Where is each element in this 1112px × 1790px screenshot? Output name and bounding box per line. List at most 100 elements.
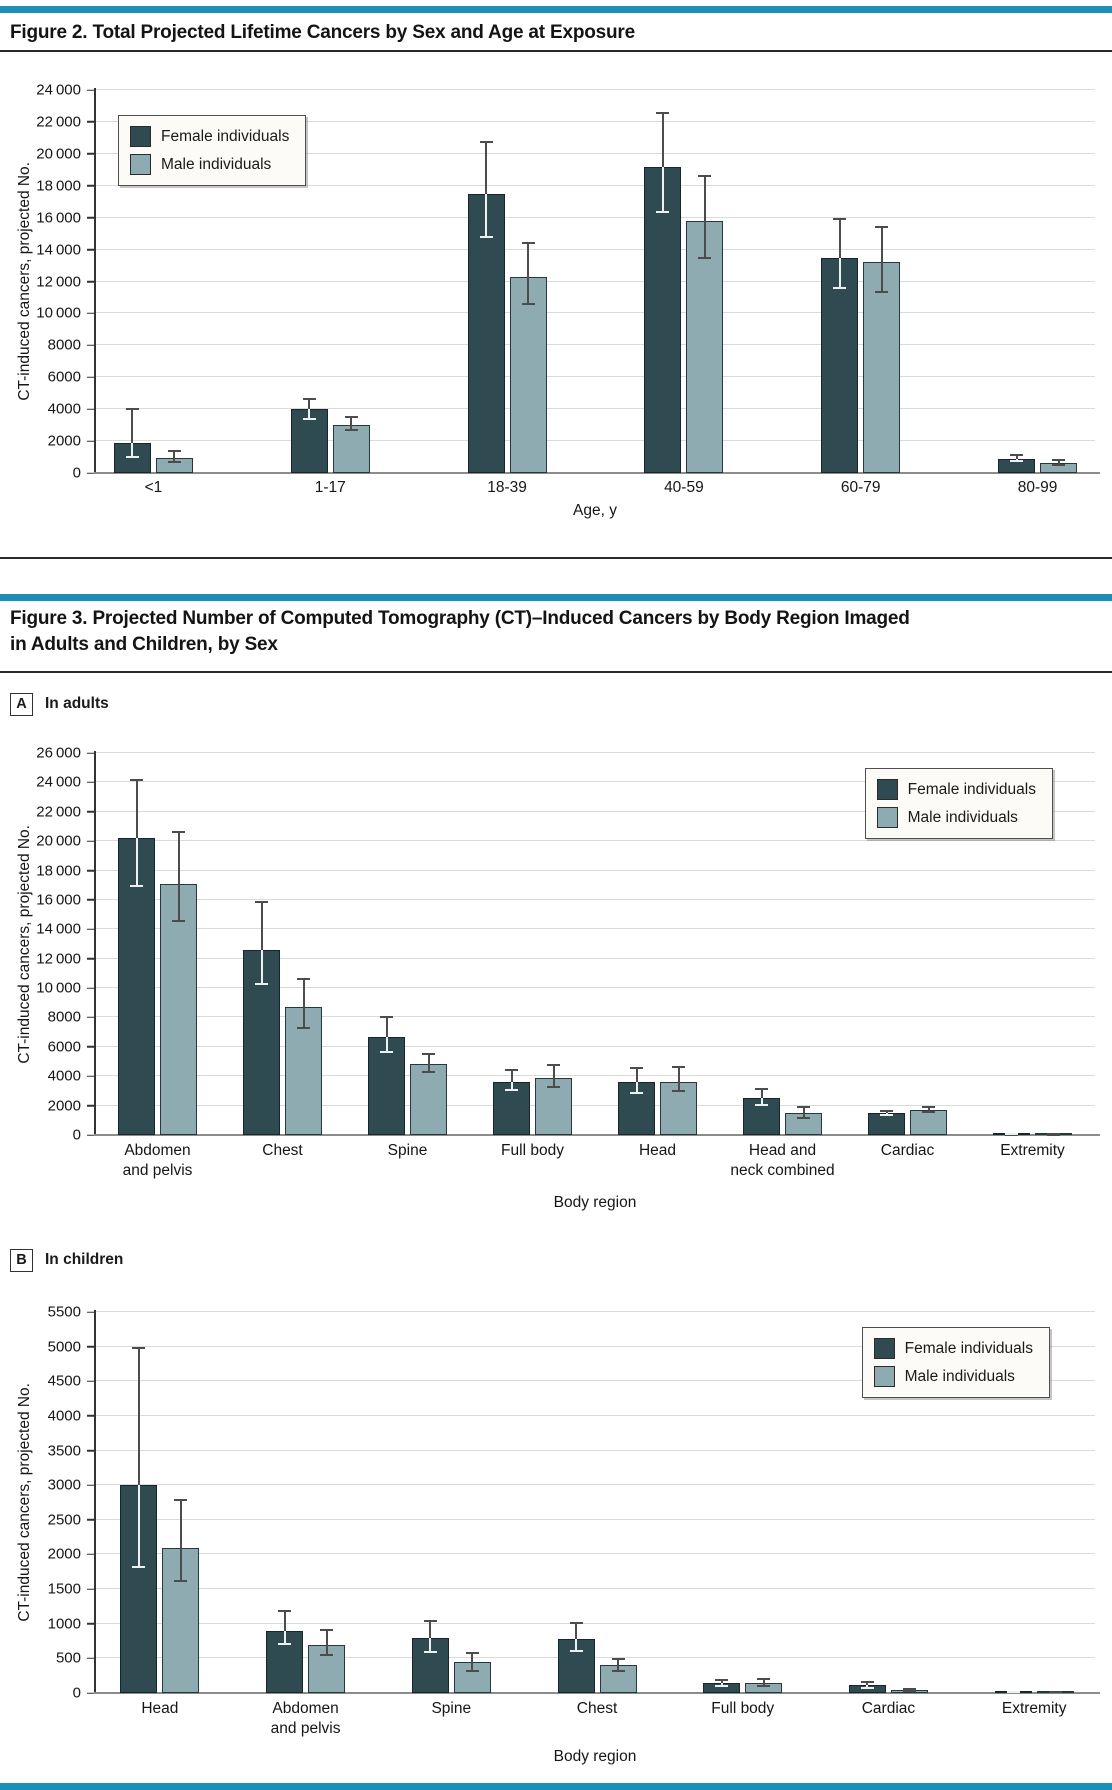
bar-group [233, 1312, 379, 1693]
gridline [95, 1380, 1095, 1382]
y-tick-mark [87, 440, 95, 442]
error-bar-cap-top [1052, 458, 1066, 461]
error-bar-cap-top [302, 398, 316, 400]
bar-group [220, 753, 345, 1135]
error-bar-cap-bottom [1005, 1132, 1018, 1135]
error-bar-cap-bottom [174, 1580, 188, 1583]
male-bar [160, 883, 197, 1135]
error-bar-cap-bottom [255, 983, 268, 986]
x-axis-line [94, 472, 1100, 474]
error-bar-cap-bottom [423, 1650, 437, 1653]
plot-area: 0 2000 4000 6000 8000 10 000 12 000 14 000 16 00… [36, 746, 1100, 1143]
error-bar-upper [838, 217, 841, 258]
legend-label-female: Female individuals [907, 780, 1036, 798]
y-tick-label: 4000 [47, 400, 81, 418]
female-bar [821, 257, 859, 473]
y-tick-mark [87, 899, 95, 901]
y-tick-label: 8000 [47, 336, 81, 354]
female-barwrap [821, 90, 859, 473]
y-tick-label: 5000 [47, 1338, 81, 1356]
y-tick-mark [87, 89, 95, 91]
error-bar-cap-top [125, 408, 139, 411]
error-bar-lower [177, 883, 180, 922]
error-bar-cap-bottom [320, 1654, 334, 1657]
error-bar-lower [720, 1682, 723, 1687]
male-barwrap [686, 90, 724, 473]
y-axis-title-wrap: CT-induced cancers, projected No. [12, 1312, 38, 1693]
y-tick-mark [87, 869, 95, 872]
error-bar-lower [866, 1684, 869, 1689]
bar-group [242, 90, 419, 473]
error-bar-cap-bottom [130, 884, 143, 887]
y-tick-mark [87, 121, 95, 123]
legend-swatch-female [873, 1338, 895, 1359]
y-tick-mark [87, 344, 95, 347]
error-bar-cap-top [344, 415, 358, 418]
error-bar-upper [179, 1499, 182, 1548]
legend-label-male: Male individuals [904, 1367, 1015, 1385]
x-category-label: Full body [501, 1142, 564, 1159]
y-tick-label: 12 000 [36, 273, 81, 290]
gridline [95, 1553, 1095, 1555]
y-tick-label: 10 000 [36, 979, 81, 997]
error-bar-upper [471, 1652, 474, 1662]
y-tick-label: 26 000 [36, 744, 81, 762]
error-bar-lower [137, 1485, 140, 1569]
gridline [95, 312, 1095, 314]
y-tick-mark [87, 1553, 95, 1556]
error-bar-cap-top [1010, 453, 1024, 456]
x-category-label: <1 [144, 479, 163, 496]
legend-row: Female individuals [876, 779, 1036, 800]
x-category-label: Spine [387, 1142, 428, 1159]
gridline [95, 344, 1095, 346]
gridline [95, 928, 1095, 930]
y-tick-mark [87, 811, 95, 813]
bar-group [595, 753, 720, 1135]
male-barwrap [863, 90, 901, 473]
y-tick-mark [87, 472, 95, 474]
error-bar-upper [302, 977, 305, 1008]
error-bar-cap-top [698, 174, 712, 177]
gridline [95, 781, 1095, 783]
error-bar-cap-bottom [521, 303, 535, 306]
y-tick-label: 18 000 [36, 177, 81, 195]
gridline [95, 408, 1095, 410]
female-bar [368, 1036, 405, 1135]
panel-a-header: A In adults [10, 692, 109, 716]
error-bar-upper [703, 174, 706, 221]
error-bar-cap-bottom [479, 236, 493, 239]
error-bar-cap-top [505, 1068, 518, 1071]
error-bar-cap-top [672, 1065, 685, 1068]
x-axis-title: Body region [553, 1748, 637, 1765]
figure3-title-line1: Figure 3. Projected Number of Computed T… [10, 608, 910, 629]
gridline [95, 1657, 1095, 1659]
male-barwrap [509, 90, 547, 473]
y-tick-label: 18 000 [36, 862, 81, 880]
error-bar-cap-top [833, 217, 847, 220]
accent-bar-top [0, 6, 1112, 13]
bar-group [378, 1312, 524, 1693]
legend-row: Male individuals [130, 154, 289, 175]
y-tick-mark [87, 1134, 95, 1136]
error-bar-cap-bottom [880, 1113, 893, 1116]
error-bar-upper [1015, 453, 1018, 459]
gridline [95, 280, 1095, 282]
y-axis-title: CT-induced cancers, projected No. [16, 824, 33, 1064]
y-tick-label: 4000 [47, 1407, 81, 1425]
error-bar-lower [762, 1682, 765, 1687]
error-bar-lower [427, 1064, 430, 1074]
error-bar-cap-top [755, 1088, 768, 1090]
error-bar-cap-bottom [422, 1071, 435, 1074]
gridline [95, 1016, 1095, 1018]
panel-b-letter: B [10, 1248, 33, 1272]
error-bar-cap-bottom [1048, 1690, 1062, 1693]
error-bar-cap-bottom [1010, 459, 1024, 462]
panel-b-header: B In children [10, 1248, 123, 1272]
error-bar-cap-bottom [656, 210, 670, 213]
y-tick-label: 0 [72, 1126, 81, 1144]
legend-row: Male individuals [873, 1366, 1033, 1387]
male-barwrap [1040, 90, 1078, 473]
error-bar-lower [760, 1098, 763, 1106]
female-barwrap [493, 753, 530, 1135]
